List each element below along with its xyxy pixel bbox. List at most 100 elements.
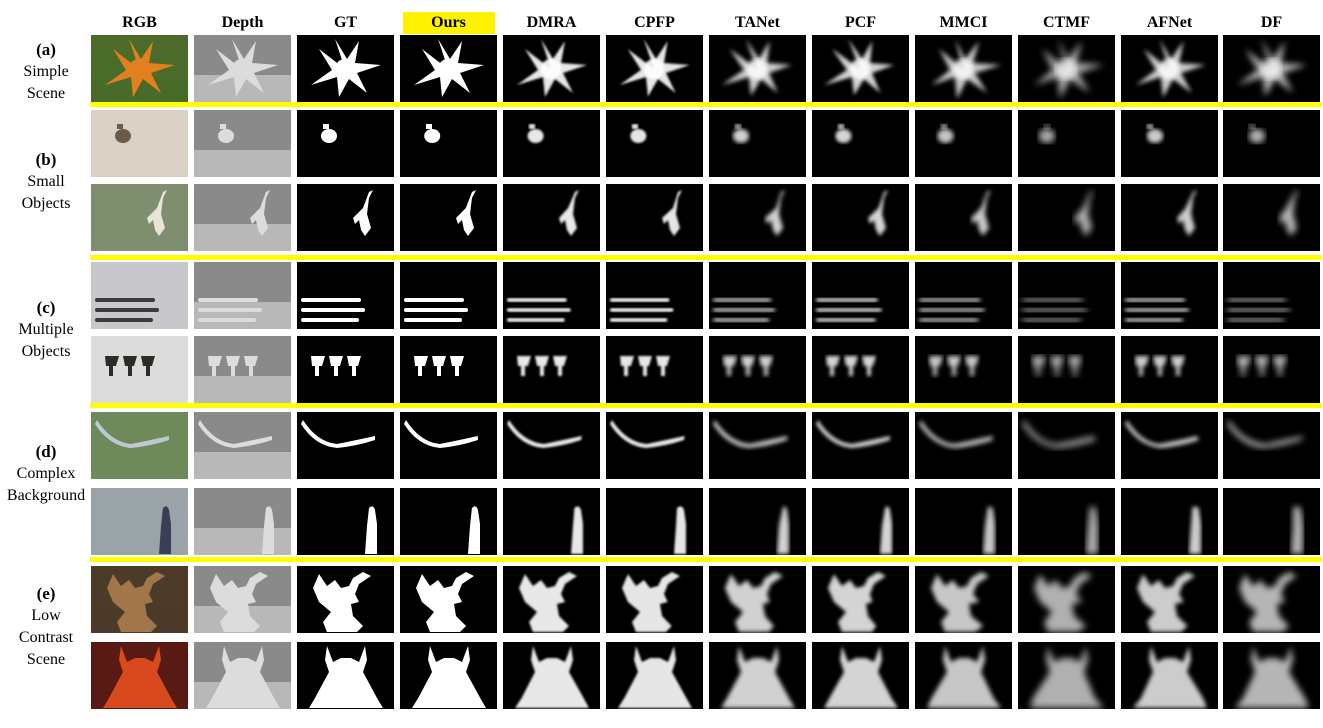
thumbnail-df (1223, 336, 1320, 403)
mask-saliency-region (620, 356, 634, 376)
thumbnail-tanet (709, 35, 806, 102)
thumbnail-ours (400, 412, 497, 479)
thumbnail-afnet (1121, 412, 1218, 479)
photo-subject (147, 190, 167, 236)
photo-subject (95, 298, 155, 302)
mask-saliency-region (404, 298, 464, 302)
mask-background (812, 262, 909, 329)
mask-saliency-region (541, 59, 561, 79)
thumbnail-afnet (1121, 184, 1218, 251)
mask-saliency-region (347, 356, 361, 376)
depth-near-plane (194, 376, 291, 403)
cell-rgb-teapot (91, 110, 188, 177)
mask-saliency-region (1237, 356, 1251, 376)
mask-background (1223, 110, 1320, 177)
cell-afnet-lily-flower (1121, 35, 1218, 102)
thumbnail-mmci (915, 488, 1012, 555)
mask-saliency-region (610, 298, 670, 302)
thumbnail-afnet (1121, 35, 1218, 102)
mask-saliency-region (1086, 506, 1098, 554)
mask-background (503, 184, 600, 251)
mask-background (297, 184, 394, 251)
thumbnail-cpfp (606, 642, 703, 709)
cell-cpfp-knives (606, 262, 703, 329)
cell-gt-teapot (297, 110, 394, 177)
cell-rgb-skateboarder (91, 184, 188, 251)
thumbnail-depth (194, 412, 291, 479)
thumbnail-dmra (503, 642, 600, 709)
thumbnail-pcf (812, 488, 909, 555)
cell-ctmf-three-cups (1018, 336, 1115, 403)
cell-depth-subway-person (194, 488, 291, 555)
mask-saliency-region (313, 572, 371, 632)
group-label-line: Complex (16, 465, 76, 482)
cell-dmra-lily-flower (503, 35, 600, 102)
mask-saliency-region (309, 646, 383, 708)
mask-saliency-region (311, 356, 325, 376)
mask-saliency-region (765, 190, 785, 236)
mask-background (812, 336, 909, 403)
mask-saliency-region (630, 129, 647, 143)
thumbnail-tanet (709, 412, 806, 479)
cell-dmra-teapot (503, 110, 600, 177)
cell-mmci-teapot (915, 110, 1012, 177)
mask-saliency-region (638, 356, 652, 376)
mask-background (709, 262, 806, 329)
mask-saliency-region (1125, 318, 1183, 322)
mask-background (1018, 262, 1115, 329)
thumbnail-pcf (812, 184, 909, 251)
photo-subject (123, 356, 137, 376)
thumbnail-rgb (91, 110, 188, 177)
cell-cpfp-three-cups (606, 336, 703, 403)
mask-saliency-region (1273, 356, 1287, 376)
cell-ours-deer (400, 566, 497, 633)
group-label-line: Objects (21, 343, 71, 360)
mask-saliency-region (721, 646, 795, 708)
photo-subject (129, 59, 149, 79)
mask-saliency-region (438, 59, 458, 79)
mask-background (606, 110, 703, 177)
cell-gt-lily-flower (297, 35, 394, 102)
thumbnail-depth (194, 184, 291, 251)
mask-saliency-region (733, 129, 749, 143)
mask-saliency-region (741, 356, 755, 376)
thumbnail-rgb (91, 184, 188, 251)
mask-background (606, 262, 703, 329)
mask-saliency-region (610, 420, 685, 448)
mask-saliency-region (301, 298, 361, 302)
mask-saliency-region (404, 318, 462, 322)
photo-subject (95, 318, 153, 322)
mask-saliency-region (1248, 129, 1265, 143)
mask-saliency-region (1227, 420, 1304, 448)
thumbnail-tanet (709, 110, 806, 177)
cell-rgb-knives (91, 262, 188, 329)
mask-saliency-region (868, 190, 888, 236)
cell-afnet-costume-figure (1121, 642, 1218, 709)
mask-saliency-region (880, 506, 892, 554)
thumbnail-ours (400, 110, 497, 177)
group-label-line: Simple (23, 63, 69, 80)
thumbnail-mmci (915, 184, 1012, 251)
thumbnail-gt (297, 566, 394, 633)
mask-saliency-region (816, 420, 890, 448)
mask-saliency-region (947, 356, 961, 376)
cell-tanet-knives (709, 262, 806, 329)
column-header-dmra: DMRA (526, 14, 577, 31)
thumbnail-depth (194, 488, 291, 555)
photo-ground (91, 456, 188, 479)
thumbnail-cpfp (606, 35, 703, 102)
column-header-mmci: MMCI (939, 14, 988, 31)
mask-saliency-region (632, 124, 638, 129)
thumbnail-pcf (812, 412, 909, 479)
cell-df-teapot (1223, 110, 1320, 177)
mask-saliency-region (1279, 190, 1299, 236)
thumbnail-afnet (1121, 488, 1218, 555)
cell-tanet-skateboarder (709, 184, 806, 251)
cell-depth-teapot (194, 110, 291, 177)
cell-depth-ferris-wheel (194, 412, 291, 479)
thumbnail-rgb (91, 642, 188, 709)
thumbnail-dmra (503, 566, 600, 633)
thumbnail-gt (297, 412, 394, 479)
thumbnail-cpfp (606, 336, 703, 403)
thumbnail-pcf (812, 262, 909, 329)
